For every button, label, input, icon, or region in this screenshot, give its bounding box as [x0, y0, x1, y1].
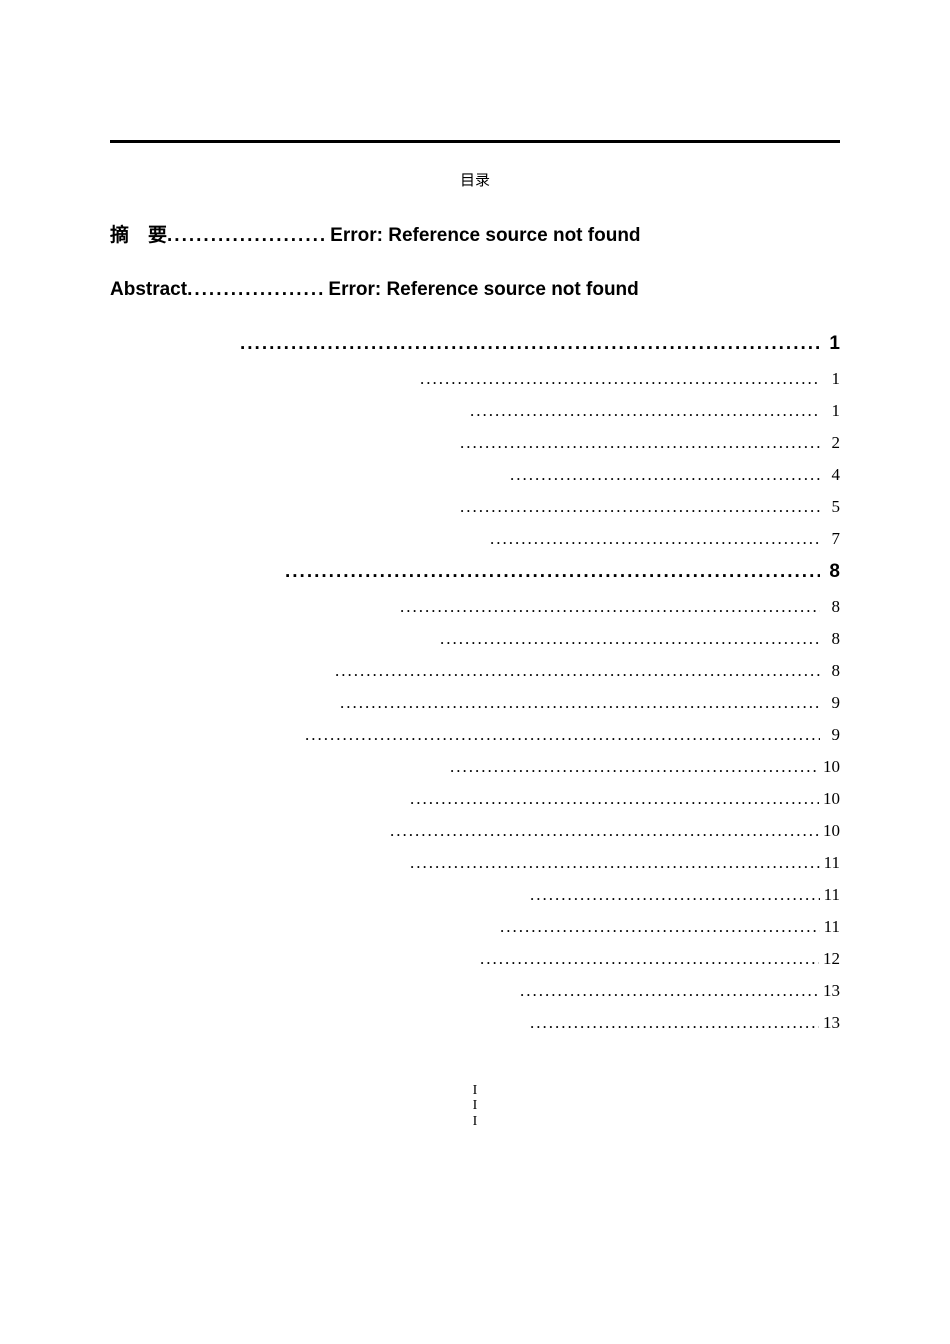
footer-line: I [110, 1098, 840, 1113]
entry-label: 摘 要 [110, 220, 167, 247]
leader-dots [470, 401, 820, 421]
entry-page: 11 [820, 917, 840, 937]
toc-entry: 10 [110, 789, 840, 809]
toc-entry: 1 [110, 333, 840, 355]
entry-page: 1 [820, 401, 840, 421]
entry-page: 8 [820, 597, 840, 617]
entry-page: 7 [820, 529, 840, 549]
leader-dots [390, 821, 819, 841]
leader-dots [450, 757, 819, 777]
leader-dots: ................... [187, 279, 325, 301]
toc-entry: 11 [110, 853, 840, 873]
toc-entry-abstract-en: Abstract ................... Error: Refe… [110, 279, 840, 301]
toc-entry: 13 [110, 1013, 840, 1033]
entry-page: 10 [819, 789, 840, 809]
toc-entry: 1 [110, 401, 840, 421]
leader-dots [460, 433, 820, 453]
entry-page: 11 [820, 853, 840, 873]
entry-page: 2 [820, 433, 840, 453]
entry-page: 10 [819, 821, 840, 841]
toc-entry: 8 [110, 561, 840, 583]
leader-dots [420, 369, 820, 389]
toc-entry: 1 [110, 369, 840, 389]
footer-line: I [110, 1114, 840, 1129]
leader-dots [500, 917, 820, 937]
entry-label: Abstract [110, 279, 187, 301]
leader-dots [340, 693, 820, 713]
toc-entry: 4 [110, 465, 840, 485]
toc-entry: 9 [110, 725, 840, 745]
entry-page: Error: Reference source not found [327, 225, 640, 247]
entry-page: 12 [819, 949, 840, 969]
toc-entry-abstract-cn: 摘 要 ...................... Error: Refere… [110, 220, 840, 247]
entry-page: 4 [820, 465, 840, 485]
toc-entry: 5 [110, 497, 840, 517]
leader-dots [410, 789, 819, 809]
toc-entry: 8 [110, 629, 840, 649]
horizontal-rule [110, 140, 840, 143]
page-footer: I I I [110, 1083, 840, 1129]
toc-entry: 8 [110, 661, 840, 681]
entry-page: 9 [820, 693, 840, 713]
entry-page: Error: Reference source not found [325, 279, 638, 301]
leader-dots [410, 853, 820, 873]
leader-dots [440, 629, 820, 649]
leader-dots [400, 597, 820, 617]
entry-page: 5 [820, 497, 840, 517]
toc-entry: 10 [110, 757, 840, 777]
entry-page: 1 [820, 369, 840, 389]
leader-dots [305, 725, 820, 745]
toc-entry: 11 [110, 885, 840, 905]
toc-entry: 11 [110, 917, 840, 937]
toc-entry: 13 [110, 981, 840, 1001]
leader-dots [530, 885, 820, 905]
entry-page: 8 [820, 661, 840, 681]
entry-page: 8 [820, 629, 840, 649]
leader-dots [490, 529, 820, 549]
entry-page: 11 [820, 885, 840, 905]
toc-entry: 8 [110, 597, 840, 617]
footer-line: I [110, 1083, 840, 1098]
entry-page: 1 [820, 333, 840, 355]
toc-entry: 9 [110, 693, 840, 713]
leader-dots [460, 497, 820, 517]
leader-dots [520, 981, 819, 1001]
toc-title: 目录 [110, 169, 840, 190]
toc-entry: 10 [110, 821, 840, 841]
entry-page: 8 [820, 561, 840, 583]
toc-body: 1112457888899101010111111121313 [110, 333, 840, 1033]
entry-page: 9 [820, 725, 840, 745]
leader-dots [335, 661, 820, 681]
toc-entry: 12 [110, 949, 840, 969]
leader-dots: ...................... [167, 225, 327, 247]
entry-page: 13 [819, 1013, 840, 1033]
entry-page: 13 [819, 981, 840, 1001]
toc-entry: 2 [110, 433, 840, 453]
leader-dots [510, 465, 820, 485]
leader-dots [530, 1013, 819, 1033]
toc-entry: 7 [110, 529, 840, 549]
entry-page: 10 [819, 757, 840, 777]
leader-dots [285, 561, 820, 583]
leader-dots [480, 949, 819, 969]
leader-dots [240, 333, 820, 355]
